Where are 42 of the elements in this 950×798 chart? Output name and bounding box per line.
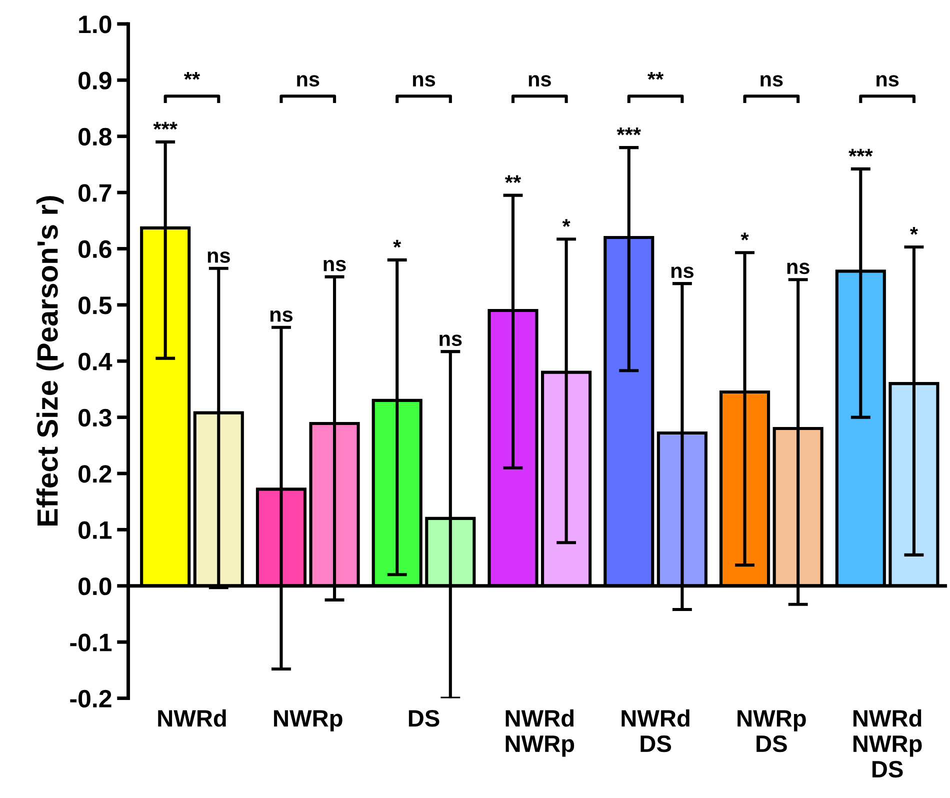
annotation: ** <box>184 72 200 80</box>
annotation: * <box>910 226 918 235</box>
y-tick-label: 0.5 <box>78 296 112 314</box>
y-tick-label: 0.6 <box>78 240 112 258</box>
y-tick-label: 0.0 <box>78 577 112 596</box>
annotation: ns <box>876 75 899 87</box>
y-tick-label: 0.4 <box>78 352 112 370</box>
annotation: * <box>562 219 570 227</box>
annotation: * <box>740 232 749 240</box>
y-tick-label: 0.8 <box>78 128 112 146</box>
annotation: ** <box>504 175 522 184</box>
annotation: ns <box>324 260 346 272</box>
x-tick-label: NWRd DS <box>622 709 690 752</box>
x-tick-label: NWRp <box>274 710 342 732</box>
y-tick-label: -0.2 <box>70 690 112 708</box>
annotation: *** <box>153 122 178 130</box>
annotation: * <box>393 240 402 248</box>
y-tick-label: 0.9 <box>78 72 112 90</box>
annotation: ns <box>528 75 551 87</box>
annotation: ns <box>440 334 462 346</box>
annotation: ns <box>412 75 436 87</box>
annotation: ns <box>671 266 694 278</box>
annotation: ns <box>787 262 810 274</box>
annotation: ns <box>270 310 293 322</box>
x-tick-label: NWRd NWRp DS <box>853 709 922 778</box>
x-tick-label: NWRp DS <box>738 710 806 752</box>
y-tick-label: 0.2 <box>78 465 112 483</box>
annotation: ns <box>208 251 230 263</box>
y-tick-label: 1.0 <box>79 16 112 34</box>
y-tick-label: 0.1 <box>78 521 112 539</box>
x-tick-label: DS <box>408 710 440 727</box>
annotation: *** <box>616 128 642 136</box>
y-tick-label: 0.7 <box>78 184 112 202</box>
annotation: ns <box>760 75 783 87</box>
annotation: *** <box>848 148 873 157</box>
x-tick-label: NWRd <box>158 709 226 727</box>
annotation: ns <box>297 75 320 87</box>
y-tick-label: 0.3 <box>78 408 112 427</box>
annotation: ** <box>647 72 664 80</box>
y-tick-label: -0.1 <box>70 634 112 652</box>
y-axis-title: Effect Size (Pearson's r) <box>36 196 64 526</box>
x-tick-label: NWRd NWRp <box>506 709 574 757</box>
